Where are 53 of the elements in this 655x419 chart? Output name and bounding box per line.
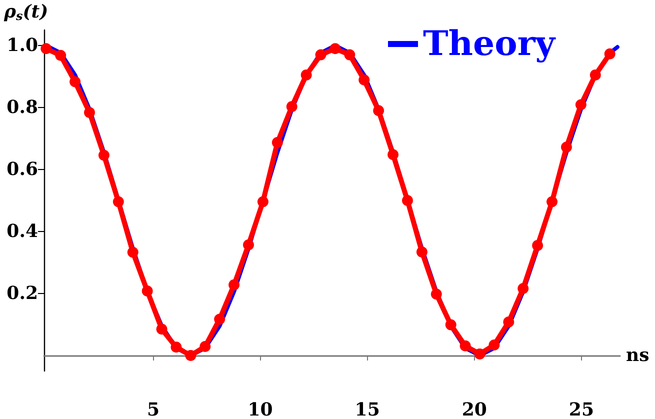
point [575, 99, 586, 110]
point [200, 341, 211, 352]
point [388, 149, 399, 160]
y-tick-label: 0.4 [6, 221, 38, 242]
point [474, 348, 486, 360]
x-tick-label: 20 [462, 400, 487, 419]
point [560, 142, 572, 153]
point [358, 74, 370, 86]
y-tick-label: 1.0 [6, 35, 38, 56]
y-tick-label: 0.8 [6, 97, 38, 118]
point [518, 283, 529, 294]
point [532, 240, 544, 251]
point [416, 246, 428, 258]
point [185, 350, 196, 361]
point [546, 196, 558, 208]
point [214, 314, 226, 325]
point [257, 196, 268, 208]
point [98, 150, 110, 161]
point [112, 196, 124, 208]
point [604, 48, 616, 60]
point [344, 49, 356, 60]
x-tick-label: 10 [248, 400, 273, 419]
point [40, 43, 52, 54]
point [170, 342, 182, 353]
y-axis-title: ρs(t) [3, 2, 48, 23]
point [243, 239, 254, 250]
point [590, 69, 601, 80]
point [460, 340, 471, 352]
point [402, 195, 413, 206]
point [55, 50, 66, 61]
point [430, 288, 442, 300]
x-tick-label: 5 [146, 400, 160, 419]
point [373, 105, 384, 116]
point [315, 49, 326, 60]
point [286, 101, 298, 112]
point [300, 69, 312, 80]
point [503, 316, 514, 328]
y-tick-label: 0.6 [6, 159, 38, 180]
x-axis-title: ns [626, 345, 650, 366]
point [70, 76, 81, 88]
point [127, 246, 138, 258]
point [330, 43, 341, 54]
point [488, 339, 500, 350]
point [84, 106, 95, 118]
point [228, 279, 240, 290]
x-tick-label: 25 [568, 400, 594, 419]
point [142, 286, 153, 297]
point [445, 319, 456, 330]
legend-label: Theory [423, 24, 556, 64]
x-tick-label: 15 [354, 400, 380, 419]
y-tick-label: 0.2 [6, 283, 38, 304]
point [272, 137, 283, 148]
point [156, 324, 168, 335]
